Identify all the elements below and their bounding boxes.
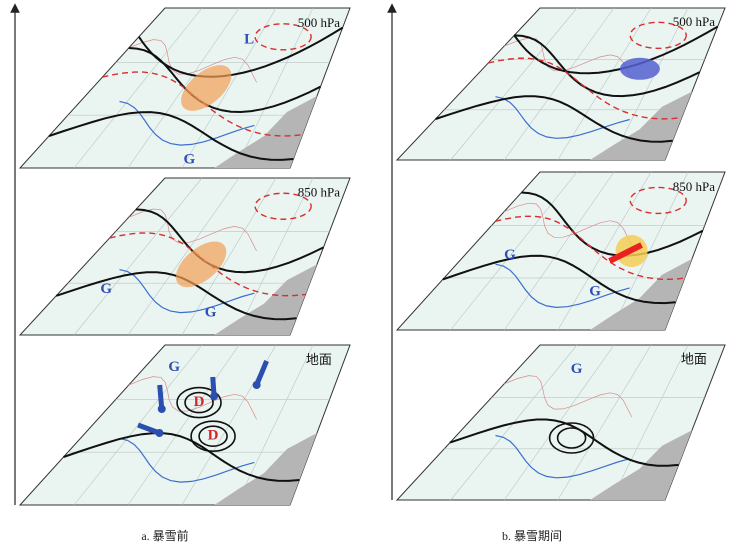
grid-line bbox=[450, 7, 578, 161]
system-symbol: G bbox=[168, 359, 180, 375]
low-contour bbox=[198, 425, 228, 448]
warm-area bbox=[181, 65, 232, 111]
land bbox=[590, 258, 692, 330]
grid-line bbox=[127, 344, 240, 506]
sheet bbox=[18, 177, 351, 336]
grid-line bbox=[235, 7, 314, 169]
low-contour bbox=[184, 391, 214, 414]
grid-line bbox=[611, 171, 689, 331]
grid-line bbox=[73, 7, 203, 169]
grid-line bbox=[611, 7, 689, 161]
warm-area bbox=[175, 241, 227, 288]
wind-arrow-head bbox=[155, 429, 164, 437]
grid-line bbox=[181, 7, 277, 169]
border bbox=[128, 376, 257, 420]
level-label: 地面 bbox=[306, 352, 332, 367]
grid-line bbox=[503, 7, 615, 161]
isotherm bbox=[629, 186, 687, 215]
system-symbol: G bbox=[571, 361, 583, 377]
contour bbox=[442, 254, 676, 305]
vortex bbox=[619, 57, 660, 80]
grid-line bbox=[127, 177, 240, 336]
contour bbox=[513, 25, 719, 75]
grid-line bbox=[503, 171, 615, 331]
grid-line bbox=[611, 344, 689, 501]
grid-line bbox=[557, 344, 652, 501]
grid-line bbox=[450, 171, 578, 331]
contour bbox=[514, 34, 701, 98]
contour bbox=[63, 432, 300, 482]
system-symbol: G bbox=[184, 151, 196, 167]
land bbox=[590, 91, 692, 160]
low-contour bbox=[176, 386, 222, 419]
border bbox=[504, 37, 633, 79]
border bbox=[128, 39, 257, 83]
grid-line bbox=[235, 344, 314, 506]
caption: a. 暴雪前 bbox=[141, 528, 188, 543]
level-label: 地面 bbox=[681, 351, 707, 366]
wind-arrow-head bbox=[157, 405, 166, 413]
isotherm bbox=[629, 21, 687, 50]
low-contour bbox=[190, 420, 236, 453]
contour bbox=[521, 191, 704, 257]
border bbox=[504, 202, 633, 246]
system-symbol: G bbox=[205, 304, 217, 320]
isotherm bbox=[254, 192, 312, 220]
border bbox=[504, 375, 633, 418]
border bbox=[128, 208, 257, 252]
contour bbox=[48, 111, 294, 161]
caption: b. 暴雪期间 bbox=[502, 529, 562, 543]
river bbox=[495, 96, 630, 139]
land bbox=[214, 96, 317, 168]
grid-line bbox=[235, 177, 314, 336]
level-label: 850 hPa bbox=[298, 185, 340, 200]
grid-line bbox=[181, 177, 277, 336]
level-label: 850 hPa bbox=[673, 179, 715, 194]
wind-arrow bbox=[254, 360, 269, 386]
land bbox=[590, 430, 692, 500]
grid-line bbox=[557, 7, 652, 161]
sheet bbox=[395, 171, 726, 331]
system-symbol: G bbox=[504, 247, 516, 263]
system-symbol: G bbox=[589, 284, 601, 300]
river bbox=[119, 437, 255, 483]
jet-arrow bbox=[608, 242, 643, 264]
level-label: 500 hPa bbox=[673, 14, 715, 29]
grid-line bbox=[557, 171, 652, 331]
sheet bbox=[18, 344, 351, 506]
system-symbol: D bbox=[194, 394, 205, 410]
low-contour bbox=[548, 422, 595, 454]
river bbox=[119, 100, 255, 146]
level-label: 500 hPa bbox=[298, 15, 340, 30]
river bbox=[495, 434, 630, 479]
system-symbol: D bbox=[208, 428, 219, 444]
land bbox=[214, 433, 317, 505]
river bbox=[495, 263, 630, 309]
isotherm bbox=[488, 57, 682, 120]
contour bbox=[435, 95, 673, 143]
isotherm bbox=[254, 23, 312, 51]
wind-arrow-head bbox=[252, 381, 261, 389]
wind-arrow-head bbox=[210, 392, 219, 401]
grid-line bbox=[73, 177, 203, 336]
system-symbol: L bbox=[244, 31, 254, 47]
land bbox=[214, 264, 317, 335]
system-symbol: G bbox=[100, 281, 112, 297]
low-contour bbox=[556, 427, 587, 449]
wind-arrow bbox=[157, 384, 165, 410]
